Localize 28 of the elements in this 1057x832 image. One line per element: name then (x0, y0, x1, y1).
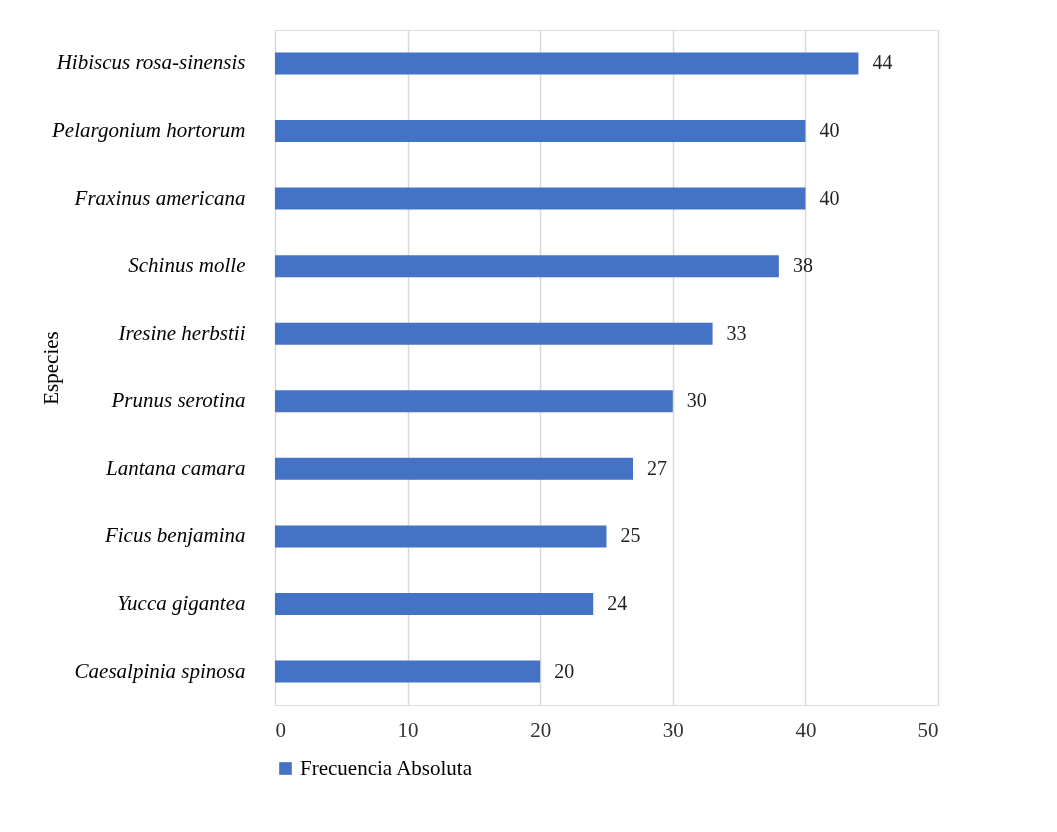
x-tick-label: 20 (530, 717, 552, 742)
data-label: 25 (620, 524, 641, 547)
y-tick-label: Hibiscus rosa-sinensis (55, 50, 246, 75)
data-label: 38 (792, 254, 813, 277)
data-label: 30 (686, 389, 707, 412)
legend-label: Frecuencia Absoluta (300, 755, 473, 780)
x-tick-label: 30 (662, 717, 684, 742)
data-label: 44 (872, 51, 893, 74)
data-label: 27 (647, 456, 668, 479)
y-tick-label: Fraxinus americana (73, 185, 246, 210)
y-axis-title: Especies (38, 331, 63, 405)
data-label: 40 (819, 186, 840, 209)
y-tick-label: Ficus benjamina (103, 523, 246, 548)
x-tick-label: 10 (397, 717, 419, 742)
x-tick-label: 40 (795, 717, 817, 742)
y-tick-label: Lantana camara (105, 455, 246, 480)
y-tick-label: Iresine herbstii (117, 320, 246, 345)
y-tick-label: Schinus molle (128, 253, 246, 278)
x-tick-label: 50 (917, 717, 939, 742)
y-tick-label: Prunus serotina (110, 388, 246, 413)
data-label: 33 (726, 321, 747, 344)
y-tick-label: Caesalpinia spinosa (74, 658, 246, 683)
x-tick-label: 0 (275, 717, 286, 742)
data-label: 20 (554, 659, 575, 682)
data-label: 24 (607, 591, 628, 614)
data-label: 40 (819, 119, 840, 142)
y-tick-label: Pelargonium hortorum (51, 118, 246, 143)
y-tick-label: Yucca gigantea (117, 590, 246, 615)
